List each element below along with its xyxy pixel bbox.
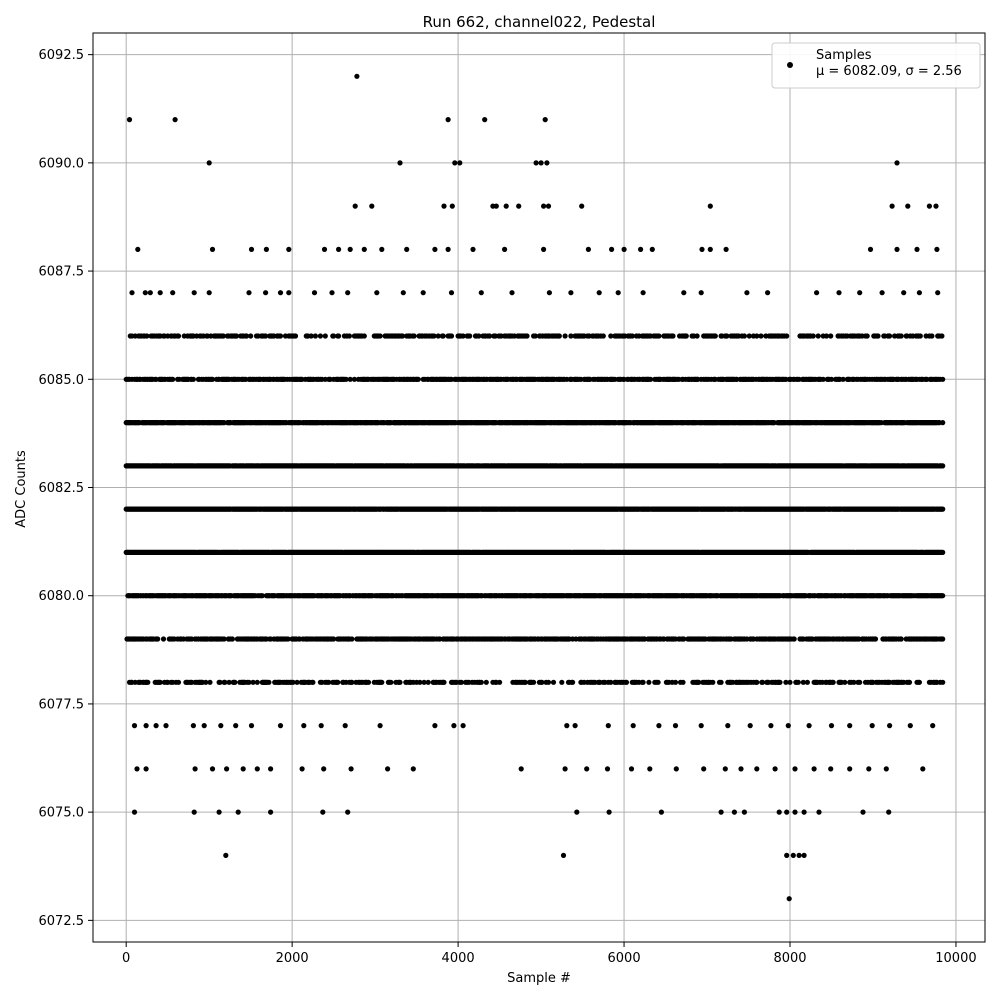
data-point: [246, 679, 252, 685]
data-point: [640, 679, 646, 685]
data-point: [155, 636, 161, 642]
data-point: [940, 549, 946, 556]
data-point: [497, 679, 503, 685]
data-point: [365, 679, 372, 685]
data-point: [539, 679, 545, 685]
data-point: [266, 679, 272, 685]
data-point: [851, 679, 857, 685]
data-point: [326, 679, 332, 685]
data-point: [335, 679, 341, 685]
data-point: [229, 636, 235, 642]
data-point: [285, 636, 291, 642]
data-point: [696, 679, 702, 685]
data-point: [349, 636, 355, 642]
data-point: [379, 679, 385, 685]
data-point: [397, 679, 403, 685]
data-point: [681, 636, 687, 642]
data-point: [916, 679, 923, 685]
data-point: [478, 679, 484, 685]
data-point: [425, 679, 431, 685]
data-point: [800, 679, 806, 685]
data-point: [680, 679, 686, 685]
data-point: [349, 679, 355, 685]
data-point: [458, 679, 464, 685]
data-point: [157, 679, 163, 685]
chart-title: Run 662, channel022, Pedestal: [423, 13, 656, 31]
data-point: [388, 679, 394, 685]
data-point: [608, 679, 614, 685]
data-point: [441, 679, 447, 685]
data-point: [160, 636, 167, 642]
data-point: [522, 679, 528, 685]
data-point: [830, 679, 836, 685]
data-point: [672, 679, 679, 685]
scatter-points: [123, 73, 946, 902]
data-point: [710, 679, 716, 685]
data-point: [421, 679, 427, 685]
data-point: [940, 679, 946, 685]
data-point: [175, 679, 182, 685]
data-point: [331, 636, 337, 642]
data-point: [570, 679, 576, 685]
data-point: [226, 679, 232, 685]
data-point: [250, 679, 256, 685]
data-point: [221, 636, 227, 642]
data-point: [842, 679, 848, 685]
data-point: [777, 679, 783, 685]
data-point: [906, 679, 913, 685]
data-point: [718, 679, 724, 685]
data-point: [760, 679, 766, 685]
data-point: [531, 679, 537, 685]
data-point: [145, 679, 151, 685]
data-point: [254, 679, 260, 685]
data-point: [655, 679, 661, 685]
data-point: [754, 679, 760, 685]
data-point: [232, 679, 238, 685]
data-point: [857, 679, 863, 685]
data-point: [483, 679, 489, 685]
data-point: [550, 679, 557, 685]
data-point: [545, 679, 552, 685]
data-point: [310, 679, 316, 685]
data-point: [940, 506, 946, 512]
data-point: [787, 679, 793, 685]
data-point: [559, 679, 565, 685]
data-point: [791, 636, 797, 642]
data-point: [259, 593, 265, 599]
data-point: [898, 636, 904, 642]
data-point: [783, 679, 789, 685]
data-point: [872, 636, 879, 642]
data-point: [646, 679, 652, 685]
data-point: [207, 679, 213, 685]
data-point: [294, 679, 300, 685]
data-point: [222, 679, 228, 685]
data-point: [290, 679, 296, 685]
data-point: [203, 679, 209, 685]
data-point: [417, 679, 423, 685]
data-point: [217, 679, 223, 685]
data-point: [623, 679, 630, 685]
data-point: [804, 679, 811, 685]
data-point: [795, 679, 801, 685]
data-point: [940, 593, 946, 599]
data-point: [940, 636, 946, 642]
data-point: [940, 463, 946, 469]
